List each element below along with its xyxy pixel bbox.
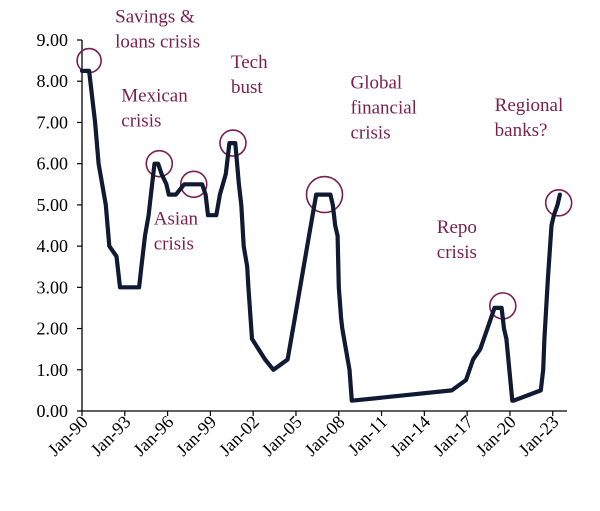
annotation-label: bust [231,77,263,98]
y-tick-label: 7.00 [37,112,69,132]
annotation-circle [179,170,208,199]
y-tick-label: 8.00 [37,71,69,91]
x-tick-label: Jan-96 [129,412,177,460]
annotation-circle [544,189,573,217]
annotation-label: loans crisis [115,32,200,53]
series-line-0 [79,68,562,403]
annotation-label: financial [351,98,417,119]
x-tick-label: Jan-93 [87,412,135,460]
annotation-label: Tech [231,52,268,73]
annotation-label: crisis [154,233,194,254]
y-tick-label: 9.00 [37,30,69,50]
x-tick-label: Jan-20 [472,412,520,460]
annotation-label: Asian [154,208,199,229]
annotations: Savings & loans crisis Mexican crisis Asian c… [76,7,573,320]
x-tick-label: Jan-17 [429,412,477,460]
series [79,68,562,403]
annotation-label: Regional [495,95,564,116]
y-tick-label: 4.00 [37,236,69,256]
y-tick-label: 1.00 [37,360,69,380]
x-tick-label: Jan-14 [386,412,434,460]
y-tick-label: 6.00 [37,154,69,174]
y-tick-label: 0.00 [37,401,69,421]
x-tick-label: Jan-02 [215,412,263,460]
y-tick-label: 2.00 [37,319,69,339]
annotation-label: Mexican [121,86,188,107]
annotation-circle [145,149,174,178]
annotation-label: Savings & [115,7,195,28]
x-tick-label: Jan-08 [301,412,349,460]
annotation-circle [305,175,344,214]
axes: 0.00 1.00 2.00 3.00 4.00 5.00 6.00 7.00 8.00 9.00… [37,30,567,460]
y-tick-label: 3.00 [37,277,69,297]
y-tick-label: 5.00 [37,195,69,215]
annotation-circle [219,129,247,157]
annotation-label: Repo [437,217,477,238]
x-tick-label: Jan-23 [514,412,562,460]
annotation-label: crisis [121,111,161,132]
x-tick-label: Jan-99 [172,412,220,460]
annotation-label: crisis [437,242,477,263]
x-tick-label: Jan-11 [344,412,392,460]
annotation-label: Global [351,73,403,94]
x-tick-label: Jan-05 [258,412,306,460]
annotation-label: crisis [351,123,391,144]
annotation-label: banks? [495,120,548,141]
